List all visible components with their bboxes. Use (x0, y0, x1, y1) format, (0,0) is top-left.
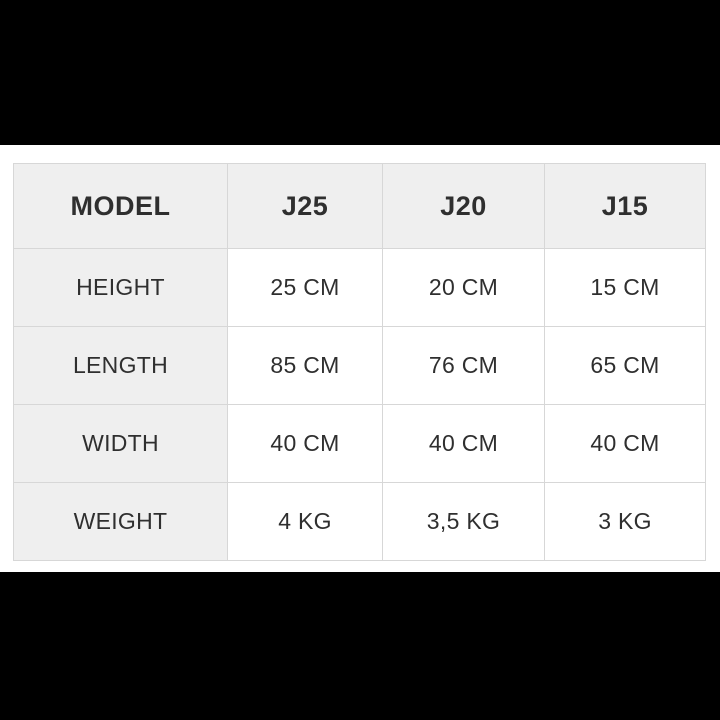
column-header-j15: J15 (544, 163, 706, 249)
cell-height-j20: 20 CM (382, 248, 545, 327)
table-row: LENGTH 85 CM 76 CM 65 CM (13, 326, 706, 405)
row-label-weight: WEIGHT (13, 482, 228, 561)
cell-width-j15: 40 CM (544, 404, 706, 483)
cell-weight-j20: 3,5 KG (382, 482, 545, 561)
table-header-row: MODEL J25 J20 J15 (13, 163, 706, 249)
column-header-model: MODEL (13, 163, 228, 249)
table-row: WIDTH 40 CM 40 CM 40 CM (13, 404, 706, 483)
cell-weight-j15: 3 KG (544, 482, 706, 561)
cell-height-j15: 15 CM (544, 248, 706, 327)
row-label-height: HEIGHT (13, 248, 228, 327)
row-label-length: LENGTH (13, 326, 228, 405)
column-header-j25: J25 (227, 163, 383, 249)
cell-weight-j25: 4 KG (227, 482, 383, 561)
cell-width-j25: 40 CM (227, 404, 383, 483)
cell-width-j20: 40 CM (382, 404, 545, 483)
row-label-width: WIDTH (13, 404, 228, 483)
table-row: WEIGHT 4 KG 3,5 KG 3 KG (13, 482, 706, 561)
table-row: HEIGHT 25 CM 20 CM 15 CM (13, 248, 706, 327)
cell-height-j25: 25 CM (227, 248, 383, 327)
cell-length-j25: 85 CM (227, 326, 383, 405)
cell-length-j20: 76 CM (382, 326, 545, 405)
page-canvas: MODEL J25 J20 J15 HEIGHT 25 CM 20 CM 15 … (0, 145, 720, 572)
table-body: HEIGHT 25 CM 20 CM 15 CM LENGTH 85 CM 76… (13, 248, 706, 561)
letterbox-bottom (0, 572, 720, 720)
table-header: MODEL J25 J20 J15 (13, 163, 706, 249)
product-spec-table: MODEL J25 J20 J15 HEIGHT 25 CM 20 CM 15 … (13, 163, 706, 561)
cell-length-j15: 65 CM (544, 326, 706, 405)
column-header-j20: J20 (382, 163, 545, 249)
letterbox-top (0, 0, 720, 145)
